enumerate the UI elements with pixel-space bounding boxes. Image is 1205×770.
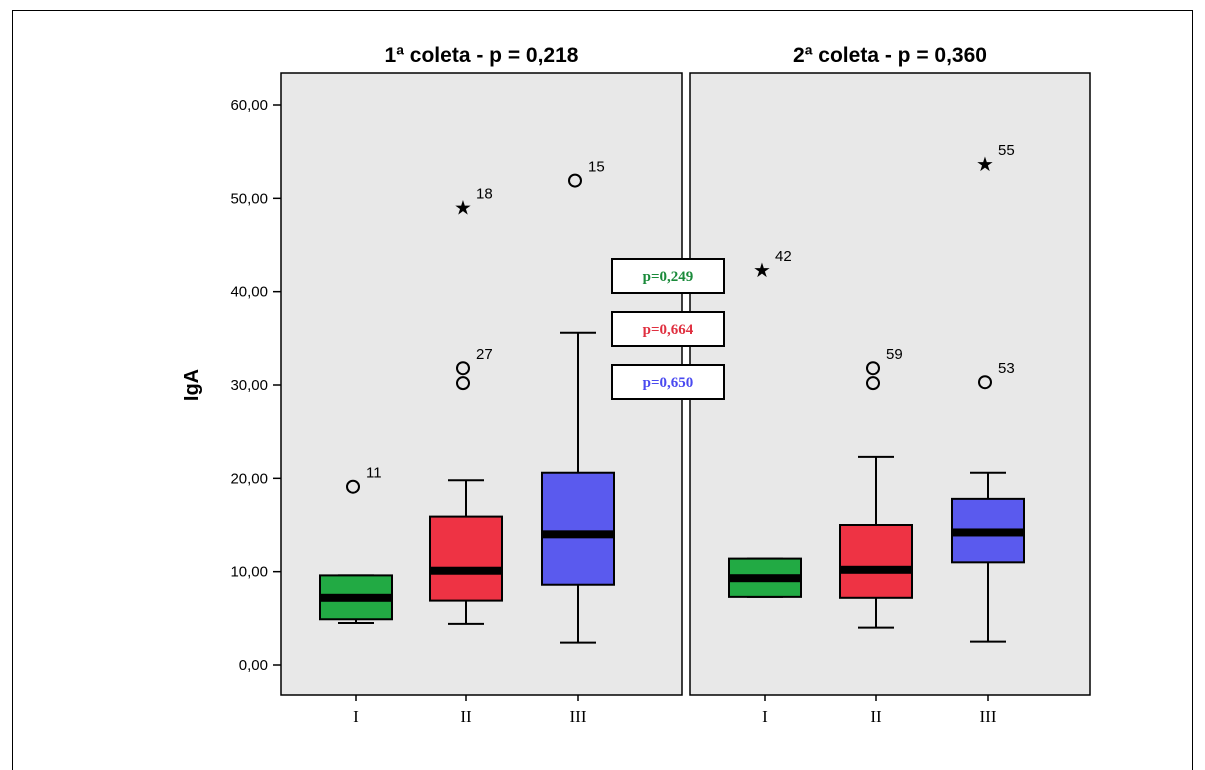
panel-2-box-II-outlier-1-label: 59 <box>886 346 903 363</box>
y-tick-label-5: 50,00 <box>230 190 268 207</box>
p-value-text-2: p=0,664 <box>643 322 694 338</box>
panel-2-box-II-median <box>840 565 912 574</box>
panel-1-box-I-median <box>320 593 392 602</box>
y-tick-label-1: 10,00 <box>230 564 268 581</box>
panel-1-x-tick-label-I: I <box>353 707 359 726</box>
panel-1-box-II-outlier-3 <box>456 376 470 391</box>
panel-2-x-tick-label-II: II <box>870 707 882 726</box>
panel-2-box-I-outlier-1: ★ <box>753 260 771 282</box>
panel-1-box-II <box>429 515 503 602</box>
panel-1-x-tick-label-III: III <box>570 707 587 726</box>
p-value-annotation-3: p=0,650 <box>611 364 725 400</box>
panel-2-x-tick-label-I: I <box>762 707 768 726</box>
panel-1-box-III-outlier-1 <box>568 173 582 188</box>
panel-1-box-I-outlier-1 <box>346 479 360 494</box>
panel-1-title: 1ª coleta - p = 0,218 <box>385 44 579 67</box>
p-value-text-1: p=0,249 <box>643 269 694 285</box>
panel-2-title: 2ª coleta - p = 0,360 <box>793 44 987 67</box>
panel-2-box-III-outlier-2 <box>978 375 992 390</box>
panel-2-box-II-outlier-1 <box>866 361 880 376</box>
panel-1-box-III-outlier-1-label: 15 <box>588 159 605 176</box>
panel-1-box-II-outlier-2-label: 27 <box>476 346 493 363</box>
panel-1-x-tick-label-II: II <box>460 707 472 726</box>
panel-1-box-III <box>541 471 615 586</box>
panel-1-box-III-median <box>542 530 614 539</box>
p-value-box-2 <box>611 311 725 347</box>
panel-1-box-II-median <box>430 566 502 575</box>
y-axis-label: IgA <box>181 369 203 401</box>
panel-1-box-II-outlier-1-label: 18 <box>476 186 493 203</box>
panel-1-box-II-outlier-2 <box>456 361 470 376</box>
panel-2-box-III-outlier-1-label: 55 <box>998 142 1015 159</box>
y-tick-label-0: 0,00 <box>239 657 268 674</box>
p-value-text-3: p=0,650 <box>643 375 694 391</box>
y-tick-label-3: 30,00 <box>230 377 268 394</box>
p-value-annotation-2: p=0,664 <box>611 311 725 347</box>
y-tick-label-6: 60,00 <box>230 97 268 114</box>
panel-1-box-II-outlier-1: ★ <box>454 198 472 220</box>
panel-2-box-III-outlier-2-label: 53 <box>998 360 1015 377</box>
panel-2-box-I-outlier-1-label: 42 <box>775 248 792 265</box>
p-value-box-3 <box>611 364 725 400</box>
panel-2-box-I-median <box>729 574 801 583</box>
p-value-annotation-1: p=0,249 <box>611 258 725 294</box>
panel-2-background <box>689 72 1091 696</box>
panel-2-x-tick-label-III: III <box>980 707 997 726</box>
panel-2-box-III-outlier-1: ★ <box>976 154 994 176</box>
panel-1-box-I-outlier-1-label: 11 <box>366 465 382 482</box>
panel-2-box-III-median <box>952 528 1024 537</box>
figure-frame <box>12 10 1193 770</box>
p-value-box-1 <box>611 258 725 294</box>
y-tick-label-4: 40,00 <box>230 284 268 301</box>
y-tick-label-2: 20,00 <box>230 470 268 487</box>
panel-2-box-II <box>839 524 913 599</box>
panel-2-box-II-outlier-2 <box>866 376 880 391</box>
